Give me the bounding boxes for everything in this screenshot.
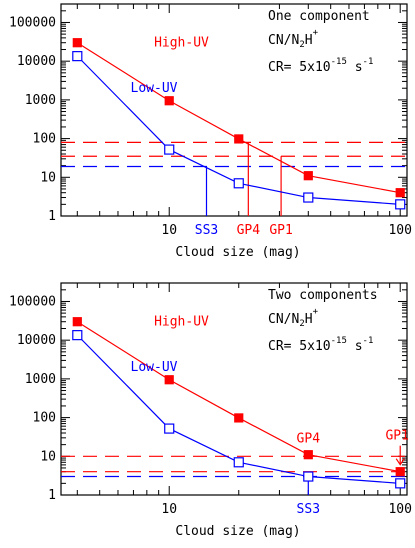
data-point <box>303 192 314 203</box>
series-label: High-UV <box>154 36 209 51</box>
panel-cr-label: CR= 5x10-15 s-1 <box>268 336 373 354</box>
chart-panel-bottom: 1 10 100 1000 10000 100000 10 100 Cloud size (ma… <box>9 282 412 539</box>
size-marker-label: SS3 <box>297 502 320 517</box>
y-tick-label: 10 <box>40 170 56 185</box>
data-point <box>303 171 313 181</box>
data-point <box>164 144 175 155</box>
data-point <box>303 450 313 460</box>
panel-ratio-label: CN/N2H+ <box>268 28 319 50</box>
panel-title: Two components <box>268 288 378 303</box>
data-point <box>395 188 405 198</box>
chart-panel-top: 1 10 100 1000 10000 100000 10 100 Cloud size (ma… <box>9 3 412 260</box>
data-point <box>233 457 244 468</box>
size-marker-label: GP1 <box>269 223 292 238</box>
x-axis-title: Cloud size (mag) <box>175 524 300 539</box>
panel-cr-label: CR= 5x10-15 s-1 <box>268 57 373 75</box>
data-point <box>72 330 83 341</box>
y-tick-label: 1000 <box>25 93 56 108</box>
x-tick-label: 10 <box>161 223 177 238</box>
y-tick-label: 100000 <box>9 15 56 30</box>
arrow-head-icon <box>395 458 405 466</box>
data-point <box>233 178 244 189</box>
y-tick-label: 100000 <box>9 294 56 309</box>
plot-frame <box>60 3 408 217</box>
data-point <box>395 467 405 477</box>
data-point <box>164 96 174 106</box>
y-tick-label: 10 <box>40 449 56 464</box>
size-marker-label: GP4 <box>237 223 261 238</box>
y-tick-label: 1000 <box>25 372 56 387</box>
x-axis-title: Cloud size (mag) <box>175 245 300 260</box>
data-point <box>72 38 82 48</box>
point-label: GP1 <box>385 429 408 444</box>
x-tick-label: 100 <box>388 223 411 238</box>
plot-frame <box>60 282 408 496</box>
panel-title: One component <box>268 9 370 24</box>
data-point <box>303 471 314 482</box>
data-point <box>72 51 83 62</box>
series-label: High-UV <box>154 315 209 330</box>
y-tick-label: 10000 <box>17 54 56 69</box>
series-label: Low-UV <box>131 81 178 96</box>
data-point <box>395 478 406 489</box>
y-tick-label: 1 <box>48 488 56 503</box>
data-point <box>234 134 244 144</box>
y-tick-label: 10000 <box>17 333 56 348</box>
point-label: GP4 <box>297 432 321 447</box>
data-point <box>72 317 82 327</box>
y-tick-label: 100 <box>33 132 56 147</box>
size-marker-label: SS3 <box>195 223 218 238</box>
series-label: Low-UV <box>131 360 178 375</box>
data-point <box>164 375 174 385</box>
x-tick-label: 10 <box>161 502 177 517</box>
data-point <box>395 199 406 210</box>
panel-ratio-label: CN/N2H+ <box>268 307 319 329</box>
data-point <box>164 423 175 434</box>
x-tick-label: 100 <box>388 502 411 517</box>
y-tick-label: 100 <box>33 411 56 426</box>
data-point <box>234 413 244 423</box>
y-tick-label: 1 <box>48 209 56 224</box>
